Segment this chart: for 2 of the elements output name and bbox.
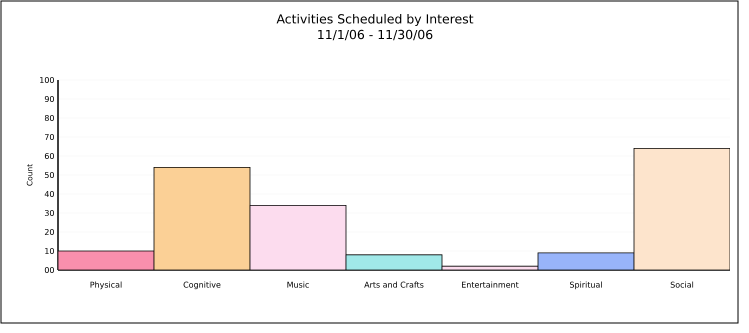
chart-title: Activities Scheduled by Interest — [276, 14, 474, 26]
chart-subtitle: 11/1/06 - 11/30/06 — [318, 30, 432, 40]
